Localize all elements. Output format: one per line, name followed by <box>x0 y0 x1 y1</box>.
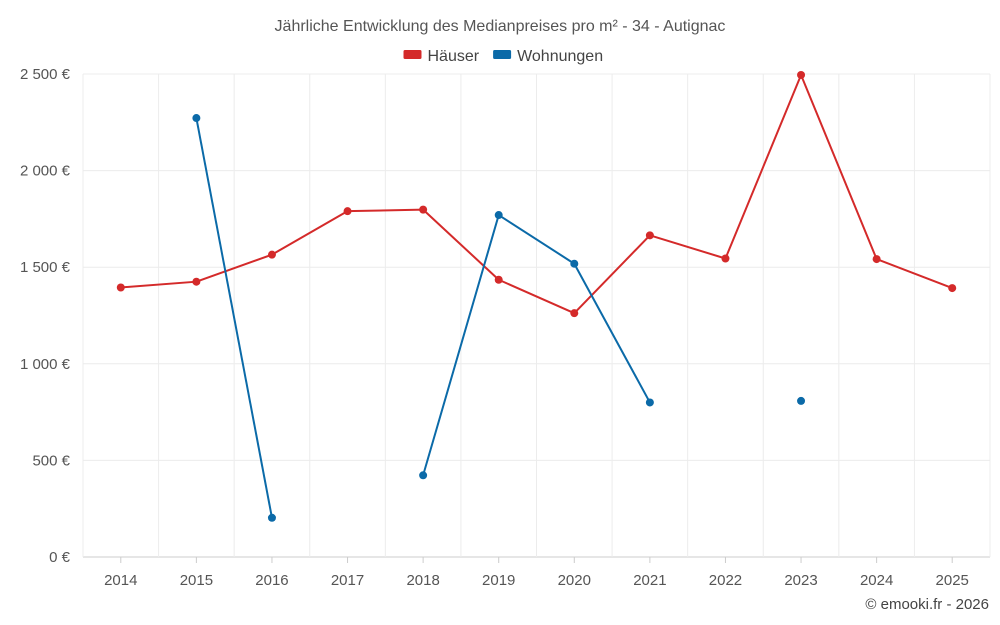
data-point[interactable] <box>570 309 579 318</box>
series-line <box>195 117 273 518</box>
legend-label: Häuser <box>428 48 480 65</box>
y-tick-label: 1 000 € <box>20 356 71 373</box>
data-point[interactable] <box>419 471 428 480</box>
x-tick-label: 2018 <box>406 572 439 589</box>
series-Wohnungen <box>192 114 806 522</box>
x-tick-label: 2015 <box>180 572 213 589</box>
data-point[interactable] <box>267 250 276 259</box>
data-point[interactable] <box>570 259 579 268</box>
data-point[interactable] <box>494 211 503 220</box>
data-point[interactable] <box>494 275 503 284</box>
axes: 0 € 500 € 1 000 € 1 500 € 2 000 € 2 500 € 2014… <box>20 66 969 589</box>
data-point[interactable] <box>192 277 201 286</box>
x-tick-label: 2017 <box>331 572 364 589</box>
data-point[interactable] <box>645 398 654 407</box>
data-point[interactable] <box>343 207 352 216</box>
series-line <box>422 214 651 476</box>
y-tick-label: 2 500 € <box>20 66 71 83</box>
credit: © emooki.fr - 2026 <box>865 596 989 613</box>
chart-title: Jährliche Entwicklung des Medianpreises … <box>275 18 726 35</box>
x-tick-label: 2020 <box>558 572 591 589</box>
legend-item-Wohnungen[interactable]: Wohnungen <box>493 48 603 65</box>
data-point[interactable] <box>267 513 276 522</box>
x-tick-label: 2016 <box>255 572 288 589</box>
data-point[interactable] <box>419 205 428 214</box>
y-tick-label: 2 000 € <box>20 163 71 180</box>
series <box>116 70 957 522</box>
grid <box>82 73 991 558</box>
x-tick-label: 2025 <box>936 572 969 589</box>
data-point[interactable] <box>797 70 806 79</box>
legend-swatch <box>403 50 422 59</box>
series-Häuser <box>116 70 957 318</box>
data-point[interactable] <box>721 254 730 263</box>
x-tick-label: 2014 <box>104 572 137 589</box>
data-point[interactable] <box>872 255 881 264</box>
data-point[interactable] <box>948 284 957 293</box>
data-point[interactable] <box>192 114 201 123</box>
data-point[interactable] <box>645 231 654 240</box>
y-tick-label: 0 € <box>49 549 71 566</box>
x-tick-label: 2023 <box>784 572 817 589</box>
x-tick-label: 2022 <box>709 572 742 589</box>
legend-swatch <box>493 50 512 59</box>
x-tick-label: 2021 <box>633 572 666 589</box>
data-point[interactable] <box>116 283 125 292</box>
y-tick-label: 1 500 € <box>20 259 71 276</box>
x-tick-label: 2024 <box>860 572 893 589</box>
data-point[interactable] <box>797 396 806 405</box>
series-line <box>120 73 953 315</box>
y-tick-label: 500 € <box>32 452 70 469</box>
legend: Häuser Wohnungen <box>403 48 603 65</box>
legend-item-Häuser[interactable]: Häuser <box>403 48 480 65</box>
x-tick-label: 2019 <box>482 572 515 589</box>
legend-label: Wohnungen <box>517 48 603 65</box>
